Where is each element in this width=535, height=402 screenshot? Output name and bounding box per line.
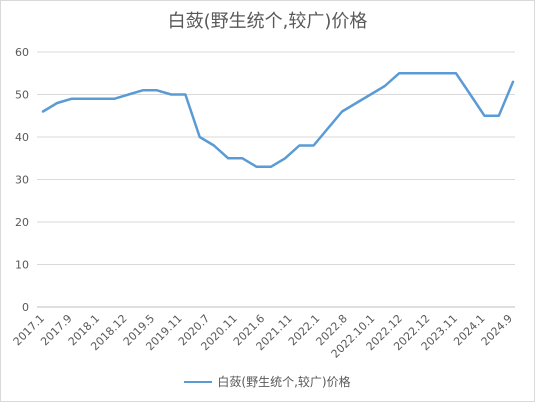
series-line [41, 72, 515, 169]
legend: 白蔹(野生统个,较广)价格 [1, 373, 534, 390]
chart-title: 白蔹(野生统个,较广)价格 [167, 11, 368, 32]
legend-label: 白蔹(野生统个,较广)价格 [217, 375, 351, 389]
y-tick-label: 10 [15, 259, 29, 272]
y-tick-label: 50 [15, 89, 29, 102]
y-tick-label: 0 [22, 301, 29, 314]
y-tick-label: 60 [15, 46, 29, 59]
y-tick-label: 20 [15, 216, 29, 229]
y-tick-label: 40 [15, 131, 29, 144]
x-tick-label: 2024.9 [479, 312, 515, 348]
legend-swatch [184, 380, 213, 383]
y-tick-label: 30 [15, 174, 29, 187]
